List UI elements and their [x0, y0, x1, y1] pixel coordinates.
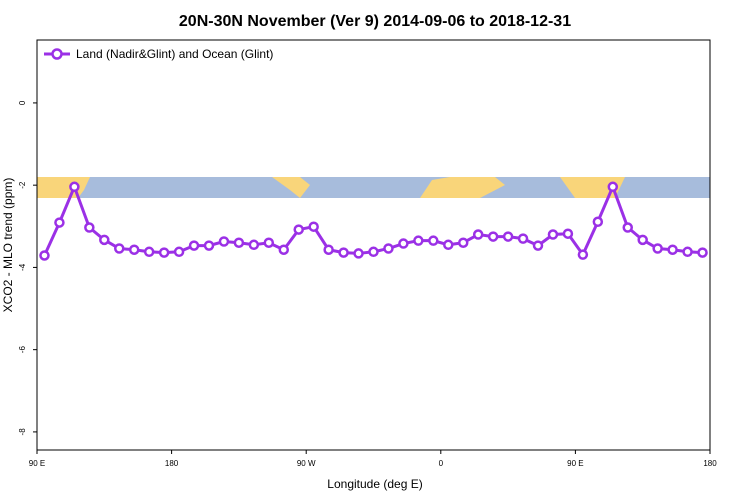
data-point: [263, 237, 275, 248]
data-point: [652, 243, 663, 254]
y-axis-label: XCO2 - MLO trend (ppm): [1, 178, 15, 313]
x-tick-label: 180: [703, 459, 717, 468]
x-tick-label: 90 W: [297, 459, 316, 468]
y-tick-label: -8: [18, 428, 27, 436]
data-point: [457, 237, 469, 248]
data-point: [99, 234, 110, 246]
y-tick-label: -2: [18, 181, 27, 189]
data-point: [472, 229, 484, 240]
data-point: [592, 216, 604, 228]
data-point: [532, 240, 544, 251]
data-point: [413, 235, 424, 246]
data-point: [173, 246, 185, 258]
data-point: [308, 221, 319, 232]
y-tick-label: -4: [18, 263, 27, 271]
data-point: [39, 250, 50, 261]
data-point: [517, 233, 529, 244]
x-axis-label: Longitude (deg E): [327, 477, 422, 491]
data-point: [697, 247, 708, 258]
data-point: [233, 237, 245, 248]
data-point: [547, 229, 559, 240]
data-point: [114, 243, 125, 254]
data-point: [323, 244, 334, 255]
y-tick-label: 0: [18, 100, 27, 105]
data-point: [84, 222, 95, 233]
legend: Land (Nadir&Glint) and Ocean (Glint): [44, 47, 273, 61]
data-point: [562, 228, 574, 239]
data-point: [428, 235, 439, 246]
data-point: [338, 247, 349, 258]
data-point: [682, 246, 693, 258]
data-point: [637, 234, 648, 246]
data-point: [248, 239, 260, 251]
data-point: [188, 240, 200, 251]
data-point: [368, 246, 379, 258]
data-point: [54, 217, 65, 228]
x-tick-label: 0: [439, 459, 444, 468]
data-point: [667, 244, 678, 255]
map-strip: [37, 177, 710, 198]
data-point: [158, 247, 170, 258]
plot-frame: [36, 39, 711, 451]
legend-label: Land (Nadir&Glint) and Ocean (Glint): [76, 47, 273, 61]
data-point: [69, 181, 80, 193]
data-point: [353, 248, 364, 259]
data-point: [218, 236, 230, 247]
data-point: [203, 240, 215, 251]
data-point: [607, 181, 619, 193]
data-point: [622, 222, 633, 233]
data-point: [443, 239, 454, 251]
y-tick-label: -6: [18, 346, 27, 354]
x-tick-label: 90 E: [567, 459, 583, 468]
legend-marker: [51, 48, 63, 60]
chart-title: 20N-30N November (Ver 9) 2014-09-06 to 2…: [179, 13, 571, 30]
data-point: [398, 238, 409, 249]
x-tick-label: 90 E: [29, 459, 45, 468]
data-point: [487, 231, 499, 242]
data-point: [278, 244, 290, 255]
data-point: [293, 224, 304, 235]
x-tick-label: 180: [165, 459, 179, 468]
data-point: [128, 244, 140, 255]
data-point: [577, 249, 589, 260]
data-point: [143, 246, 155, 258]
data-point: [383, 243, 394, 254]
data-point: [502, 231, 514, 242]
